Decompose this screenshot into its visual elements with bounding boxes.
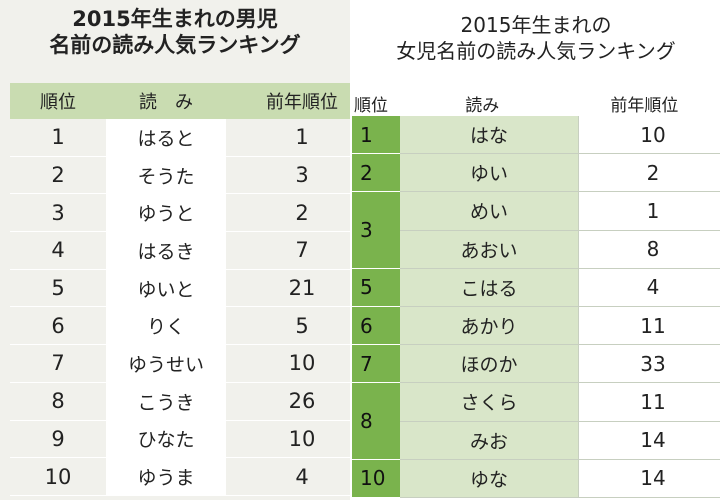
rank-cell: 3 [352,191,400,269]
reading-cell: ほのか [400,344,579,384]
rank-cell: 6 [51,313,65,338]
reading-cell: あおい [400,230,579,269]
girls-header-rank: 順位 [354,95,388,116]
boys-ranking-panel: 2015年生まれの男児 名前の読み人気ランキング 順位 読 み 前年順位 1 はる… [0,0,350,500]
table-row: 6 りく 5 [10,307,350,346]
table-row: あおい 8 [352,230,720,269]
prev-rank-cell: 1 [578,191,720,231]
table-row: 8 さくら 11 [352,382,720,460]
rank-cell: 5 [352,268,400,307]
reading-cell: はな [400,116,579,155]
rank-cell: 10 [352,459,400,498]
reading-cell: はると [106,119,226,156]
prev-rank-cell: 21 [288,276,316,301]
girls-ranking-panel: 2015年生まれの 女児名前の読み人気ランキング 順位 読み 前年順位 1 はな… [352,0,720,500]
prev-rank-cell: 5 [295,313,309,338]
table-row: 7 ほのか 33 [352,344,720,384]
reading-cell: ゆな [400,459,579,498]
boys-title-line2: 名前の読み人気ランキング [49,33,301,57]
reading-cell: さくら [400,382,579,422]
girls-ranking-title: 2015年生まれの 女児名前の読み人気ランキング [352,12,720,64]
table-row: みお 14 [352,421,720,460]
table-row: 6 あかり 11 [352,306,720,346]
table-row: 2 そうた 3 [10,156,350,195]
reading-cell: ゆうま [106,458,226,495]
reading-cell: はるき [106,232,226,269]
prev-rank-cell: 33 [578,344,720,384]
table-row: 5 こはる 4 [352,268,720,307]
rank-cell: 10 [44,464,72,489]
reading-cell: こはる [400,268,579,307]
rank-cell: 3 [51,200,65,225]
prev-rank-cell: 10 [578,116,720,155]
table-row: 3 ゆうと 2 [10,194,350,233]
reading-cell: みお [400,421,579,460]
table-row: 2 ゆい 2 [352,153,720,193]
prev-rank-cell: 4 [578,268,720,307]
prev-rank-cell: 10 [288,426,316,451]
rank-cell: 6 [352,306,400,346]
prev-rank-cell: 8 [578,230,720,269]
prev-rank-cell: 11 [578,382,720,422]
reading-cell: ゆうせい [106,345,226,382]
prev-rank-cell: 2 [295,200,309,225]
prev-rank-cell: 2 [578,153,720,193]
reading-cell: めい [400,191,579,231]
prev-rank-cell: 11 [578,306,720,346]
table-row: 1 はな 10 [352,116,720,155]
reading-cell: ひなた [106,420,226,458]
boys-header-prev: 前年順位 [266,92,338,113]
boys-title-line1: 2015年生まれの男児 [72,7,278,31]
girls-table-header: 順位 読み 前年順位 [352,90,718,116]
rank-cell: 2 [352,153,400,193]
table-row: 3 めい 1 [352,191,720,269]
prev-rank-cell: 7 [295,238,309,263]
boys-table-header: 順位 読 み 前年順位 [10,83,350,119]
prev-rank-cell: 26 [288,389,316,414]
prev-rank-cell: 1 [295,125,309,150]
girls-header-reading: 読み [465,95,500,116]
rank-cell: 4 [51,238,65,263]
girls-header-prev: 前年順位 [610,95,679,116]
rank-cell: 2 [51,163,65,188]
reading-cell: こうき [106,382,226,420]
prev-rank-cell: 4 [295,464,309,489]
boys-header-reading: 読 み [139,92,193,113]
rank-cell: 1 [352,116,400,155]
table-row: 5 ゆいと 21 [10,269,350,308]
rank-cell: 7 [352,344,400,384]
rank-cell: 9 [51,426,65,451]
rank-cell: 1 [51,125,65,150]
reading-cell: ゆいと [106,269,226,307]
rank-cell: 8 [352,382,400,460]
table-row: 8 こうき 26 [10,382,350,421]
reading-cell: りく [106,307,226,345]
prev-rank-cell: 14 [578,421,720,460]
prev-rank-cell: 10 [288,351,316,376]
table-row: 9 ひなた 10 [10,420,350,459]
table-row: 7 ゆうせい 10 [10,345,350,383]
reading-cell: ゆい [400,153,579,193]
rank-cell: 7 [51,351,65,376]
boys-ranking-title: 2015年生まれの男児 名前の読み人気ランキング [0,6,350,58]
rank-cell: 5 [51,276,65,301]
table-row: 10 ゆうま 4 [10,458,350,496]
reading-cell: ゆうと [106,194,226,232]
girls-table-body: 1 はな 10 2 ゆい 2 3 めい 1 あおい 8 5 こはる 4 6 あか… [352,116,720,498]
reading-cell: そうた [106,156,226,194]
girls-title-line2: 女児名前の読み人気ランキング [396,39,676,63]
reading-cell: あかり [400,306,579,346]
girls-title-line1: 2015年生まれの [460,13,612,37]
prev-rank-cell: 3 [295,163,309,188]
table-row: 10 ゆな 14 [352,459,720,498]
rank-cell: 8 [51,389,65,414]
table-row: 1 はると 1 [10,119,350,157]
boys-header-rank: 順位 [40,92,76,113]
prev-rank-cell: 14 [578,459,720,498]
table-row: 4 はるき 7 [10,232,350,270]
boys-table-body: 1 はると 1 2 そうた 3 3 ゆうと 2 4 はるき 7 5 ゆいと 21 6 りく 5 7 ゆうせ… [10,119,350,496]
